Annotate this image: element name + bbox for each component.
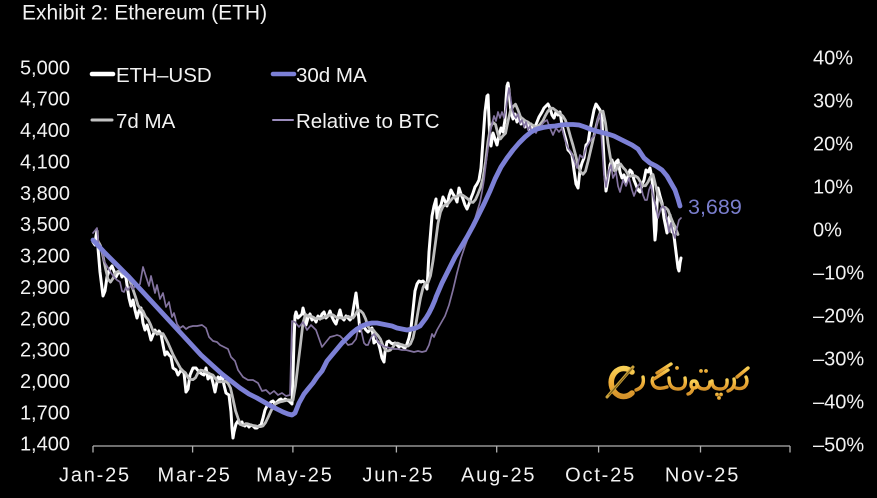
svg-text:3,200: 3,200: [20, 246, 70, 268]
svg-text:2,300: 2,300: [20, 340, 70, 362]
svg-text:3,689: 3,689: [688, 195, 742, 219]
svg-text:–40%: –40%: [813, 391, 864, 413]
svg-text:May-25: May-25: [256, 465, 334, 487]
svg-text:Oct-25: Oct-25: [565, 465, 636, 487]
svg-text:5,000: 5,000: [20, 57, 70, 79]
svg-text:4,700: 4,700: [20, 89, 70, 111]
svg-text:2,000: 2,000: [20, 371, 70, 393]
svg-text:4,100: 4,100: [20, 151, 70, 173]
svg-text:Aug-25: Aug-25: [461, 465, 536, 487]
svg-text:Jun-25: Jun-25: [362, 465, 434, 487]
svg-text:20%: 20%: [813, 134, 853, 156]
svg-text:2,600: 2,600: [20, 308, 70, 330]
svg-text:–20%: –20%: [813, 306, 864, 328]
svg-text:Relative to BTC: Relative to BTC: [296, 110, 440, 133]
svg-text:0%: 0%: [813, 220, 842, 242]
svg-text:1,400: 1,400: [20, 434, 70, 456]
svg-text:1,700: 1,700: [20, 402, 70, 424]
svg-text:10%: 10%: [813, 177, 853, 199]
svg-text:40%: 40%: [813, 48, 853, 70]
svg-text:4,400: 4,400: [20, 120, 70, 142]
svg-text:30%: 30%: [813, 91, 853, 113]
svg-text:3,500: 3,500: [20, 214, 70, 236]
svg-text:Jan-25: Jan-25: [59, 465, 131, 487]
svg-text:2,900: 2,900: [20, 277, 70, 299]
svg-text:–10%: –10%: [813, 263, 864, 285]
svg-text:–50%: –50%: [813, 434, 864, 456]
svg-text:Nov-25: Nov-25: [665, 465, 740, 487]
svg-text:Exhibit 2: Ethereum (ETH): Exhibit 2: Ethereum (ETH): [22, 2, 267, 25]
svg-text:30d MA: 30d MA: [296, 64, 367, 87]
svg-text:Mar-25: Mar-25: [158, 465, 232, 487]
svg-text:ETH–USD: ETH–USD: [116, 64, 212, 87]
svg-text:3,800: 3,800: [20, 183, 70, 205]
svg-text:–30%: –30%: [813, 348, 864, 370]
svg-text:7d MA: 7d MA: [116, 110, 176, 133]
